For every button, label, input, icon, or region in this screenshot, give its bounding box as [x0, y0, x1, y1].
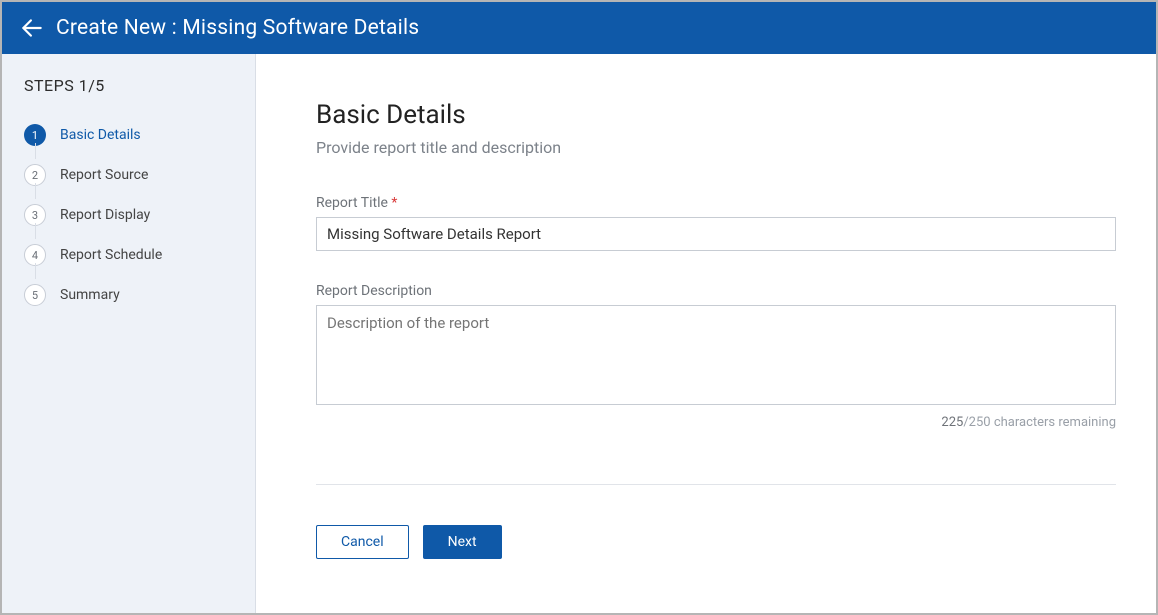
cancel-button[interactable]: Cancel: [316, 525, 409, 559]
wizard-body: STEPS 1/5 1 Basic Details 2 Report Sourc…: [2, 54, 1156, 613]
step-number: 5: [24, 284, 46, 306]
section-divider: [316, 484, 1116, 485]
top-bar: Create New : Missing Software Details: [2, 2, 1156, 54]
step-label: Basic Details: [60, 127, 141, 143]
page-subtitle: Provide report title and description: [316, 138, 1120, 157]
step-number: 4: [24, 244, 46, 266]
step-item-basic-details[interactable]: 1 Basic Details: [24, 115, 237, 155]
step-label: Report Schedule: [60, 247, 162, 263]
step-item-report-schedule[interactable]: 4 Report Schedule: [24, 235, 237, 275]
chars-remaining: 225: [941, 415, 963, 430]
wizard-frame: Create New : Missing Software Details ST…: [0, 0, 1158, 615]
step-list: 1 Basic Details 2 Report Source 3 Report…: [24, 115, 237, 315]
report-title-label: Report Title *: [316, 195, 1120, 211]
page-title: Basic Details: [316, 100, 1120, 130]
report-title-field: Report Title *: [316, 195, 1120, 251]
report-description-field: Report Description 225/250 characters re…: [316, 283, 1120, 430]
required-asterisk: *: [391, 195, 397, 211]
step-label: Report Display: [60, 207, 150, 223]
step-label: Summary: [60, 287, 120, 303]
report-description-input[interactable]: [316, 305, 1116, 405]
report-title-input[interactable]: [316, 217, 1116, 251]
step-number: 2: [24, 164, 46, 186]
chars-limit-suffix: /250 characters remaining: [963, 415, 1116, 430]
steps-counter: STEPS 1/5: [24, 76, 237, 95]
back-button[interactable]: [18, 14, 46, 42]
step-number: 3: [24, 204, 46, 226]
step-number: 1: [24, 124, 46, 146]
steps-sidebar: STEPS 1/5 1 Basic Details 2 Report Sourc…: [2, 54, 256, 613]
report-title-label-text: Report Title: [316, 195, 388, 211]
header-title: Create New : Missing Software Details: [56, 16, 419, 40]
main-panel: Basic Details Provide report title and d…: [256, 54, 1156, 613]
next-button[interactable]: Next: [423, 525, 502, 559]
step-label: Report Source: [60, 167, 148, 183]
arrow-left-icon: [19, 15, 45, 41]
step-item-report-source[interactable]: 2 Report Source: [24, 155, 237, 195]
step-item-report-display[interactable]: 3 Report Display: [24, 195, 237, 235]
report-description-label: Report Description: [316, 283, 1120, 299]
step-item-summary[interactable]: 5 Summary: [24, 275, 237, 315]
footer-buttons: Cancel Next: [316, 525, 1120, 559]
character-counter: 225/250 characters remaining: [316, 415, 1116, 430]
